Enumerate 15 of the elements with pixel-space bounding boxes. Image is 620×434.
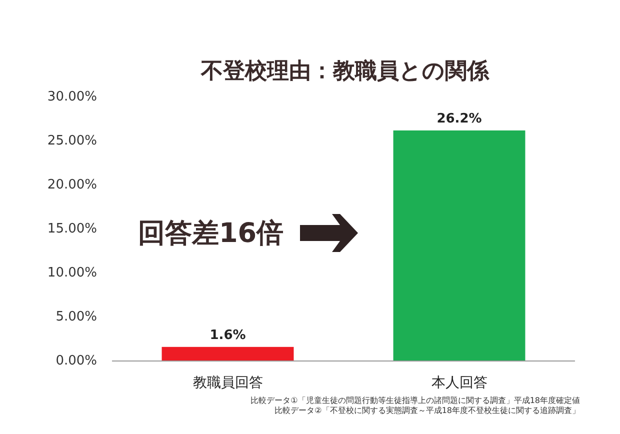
y-tick-label: 20.00% — [47, 178, 97, 192]
data-label: 1.6% — [210, 328, 246, 343]
data-label: 26.2% — [436, 111, 482, 126]
x-tick-label: 教職員回答 — [192, 375, 263, 391]
chart-title: 不登校理由：教職員との関係 — [200, 59, 490, 84]
y-tick-label: 30.00% — [47, 90, 97, 104]
annotation: 回答差16倍 — [138, 218, 284, 249]
y-tick-label: 25.00% — [47, 134, 97, 148]
y-tick-label: 15.00% — [47, 222, 97, 236]
y-tick-label: 5.00% — [56, 310, 97, 324]
text: 比較データ①「児童生徒の問題行動等生徒指導上の諸問題に関する調査」平成18年度確定値 — [250, 396, 580, 405]
y-tick-label: 0.00% — [56, 354, 97, 368]
y-tick-label: 10.00% — [47, 266, 97, 280]
x-tick-label: 本人回答 — [431, 375, 488, 391]
text: 比較データ②「不登校に関する実態調査～平成18年度不登校生徒に関する追跡調査」 — [274, 406, 580, 415]
